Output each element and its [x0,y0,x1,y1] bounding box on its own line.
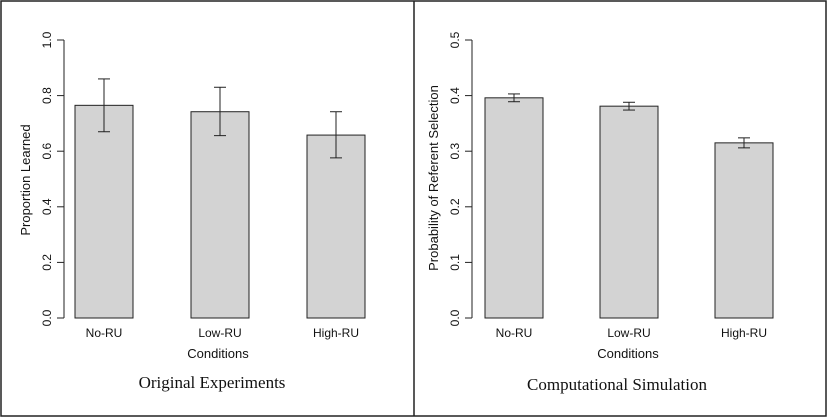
chart-panel-original-experiments: Original Experiments Conditions Proporti… [18,31,366,392]
x-axis-label: Conditions [597,346,659,361]
bar-low-ru [190,111,250,319]
panel-title: Computational Simulation [527,375,707,394]
chart-panel-computational-simulation: Computational Simulation Conditions Prob… [426,31,774,394]
y-tick-label: 0.2 [40,254,54,271]
y-tick-label: 0.4 [40,198,54,215]
y-tick-label: 0.1 [448,254,462,271]
category-label: No-RU [496,326,533,340]
category-label: High-RU [313,326,359,340]
x-axis-label: Conditions [187,346,249,361]
bar-no-ru [484,97,544,319]
category-label: Low-RU [607,326,650,340]
bar-high-ru [714,142,774,319]
y-tick-label: 0.5 [448,31,462,48]
panel-title: Original Experiments [139,373,286,392]
y-tick-label: 0.4 [448,87,462,104]
category-label: High-RU [721,326,767,340]
y-axis-label: Proportion Learned [18,124,33,235]
y-tick-label: 0.0 [448,309,462,326]
bar-no-ru [74,104,134,319]
y-tick-label: 0.3 [448,143,462,160]
y-tick-label: 0.0 [40,309,54,326]
y-tick-label: 0.6 [40,143,54,160]
category-label: No-RU [86,326,123,340]
bar-low-ru [599,105,659,319]
y-axis-label: Probability of Referent Selection [426,85,441,271]
y-tick-label: 1.0 [40,31,54,48]
bar-high-ru [306,134,366,319]
y-tick-label: 0.2 [448,198,462,215]
y-tick-label: 0.8 [40,87,54,104]
category-label: Low-RU [198,326,241,340]
